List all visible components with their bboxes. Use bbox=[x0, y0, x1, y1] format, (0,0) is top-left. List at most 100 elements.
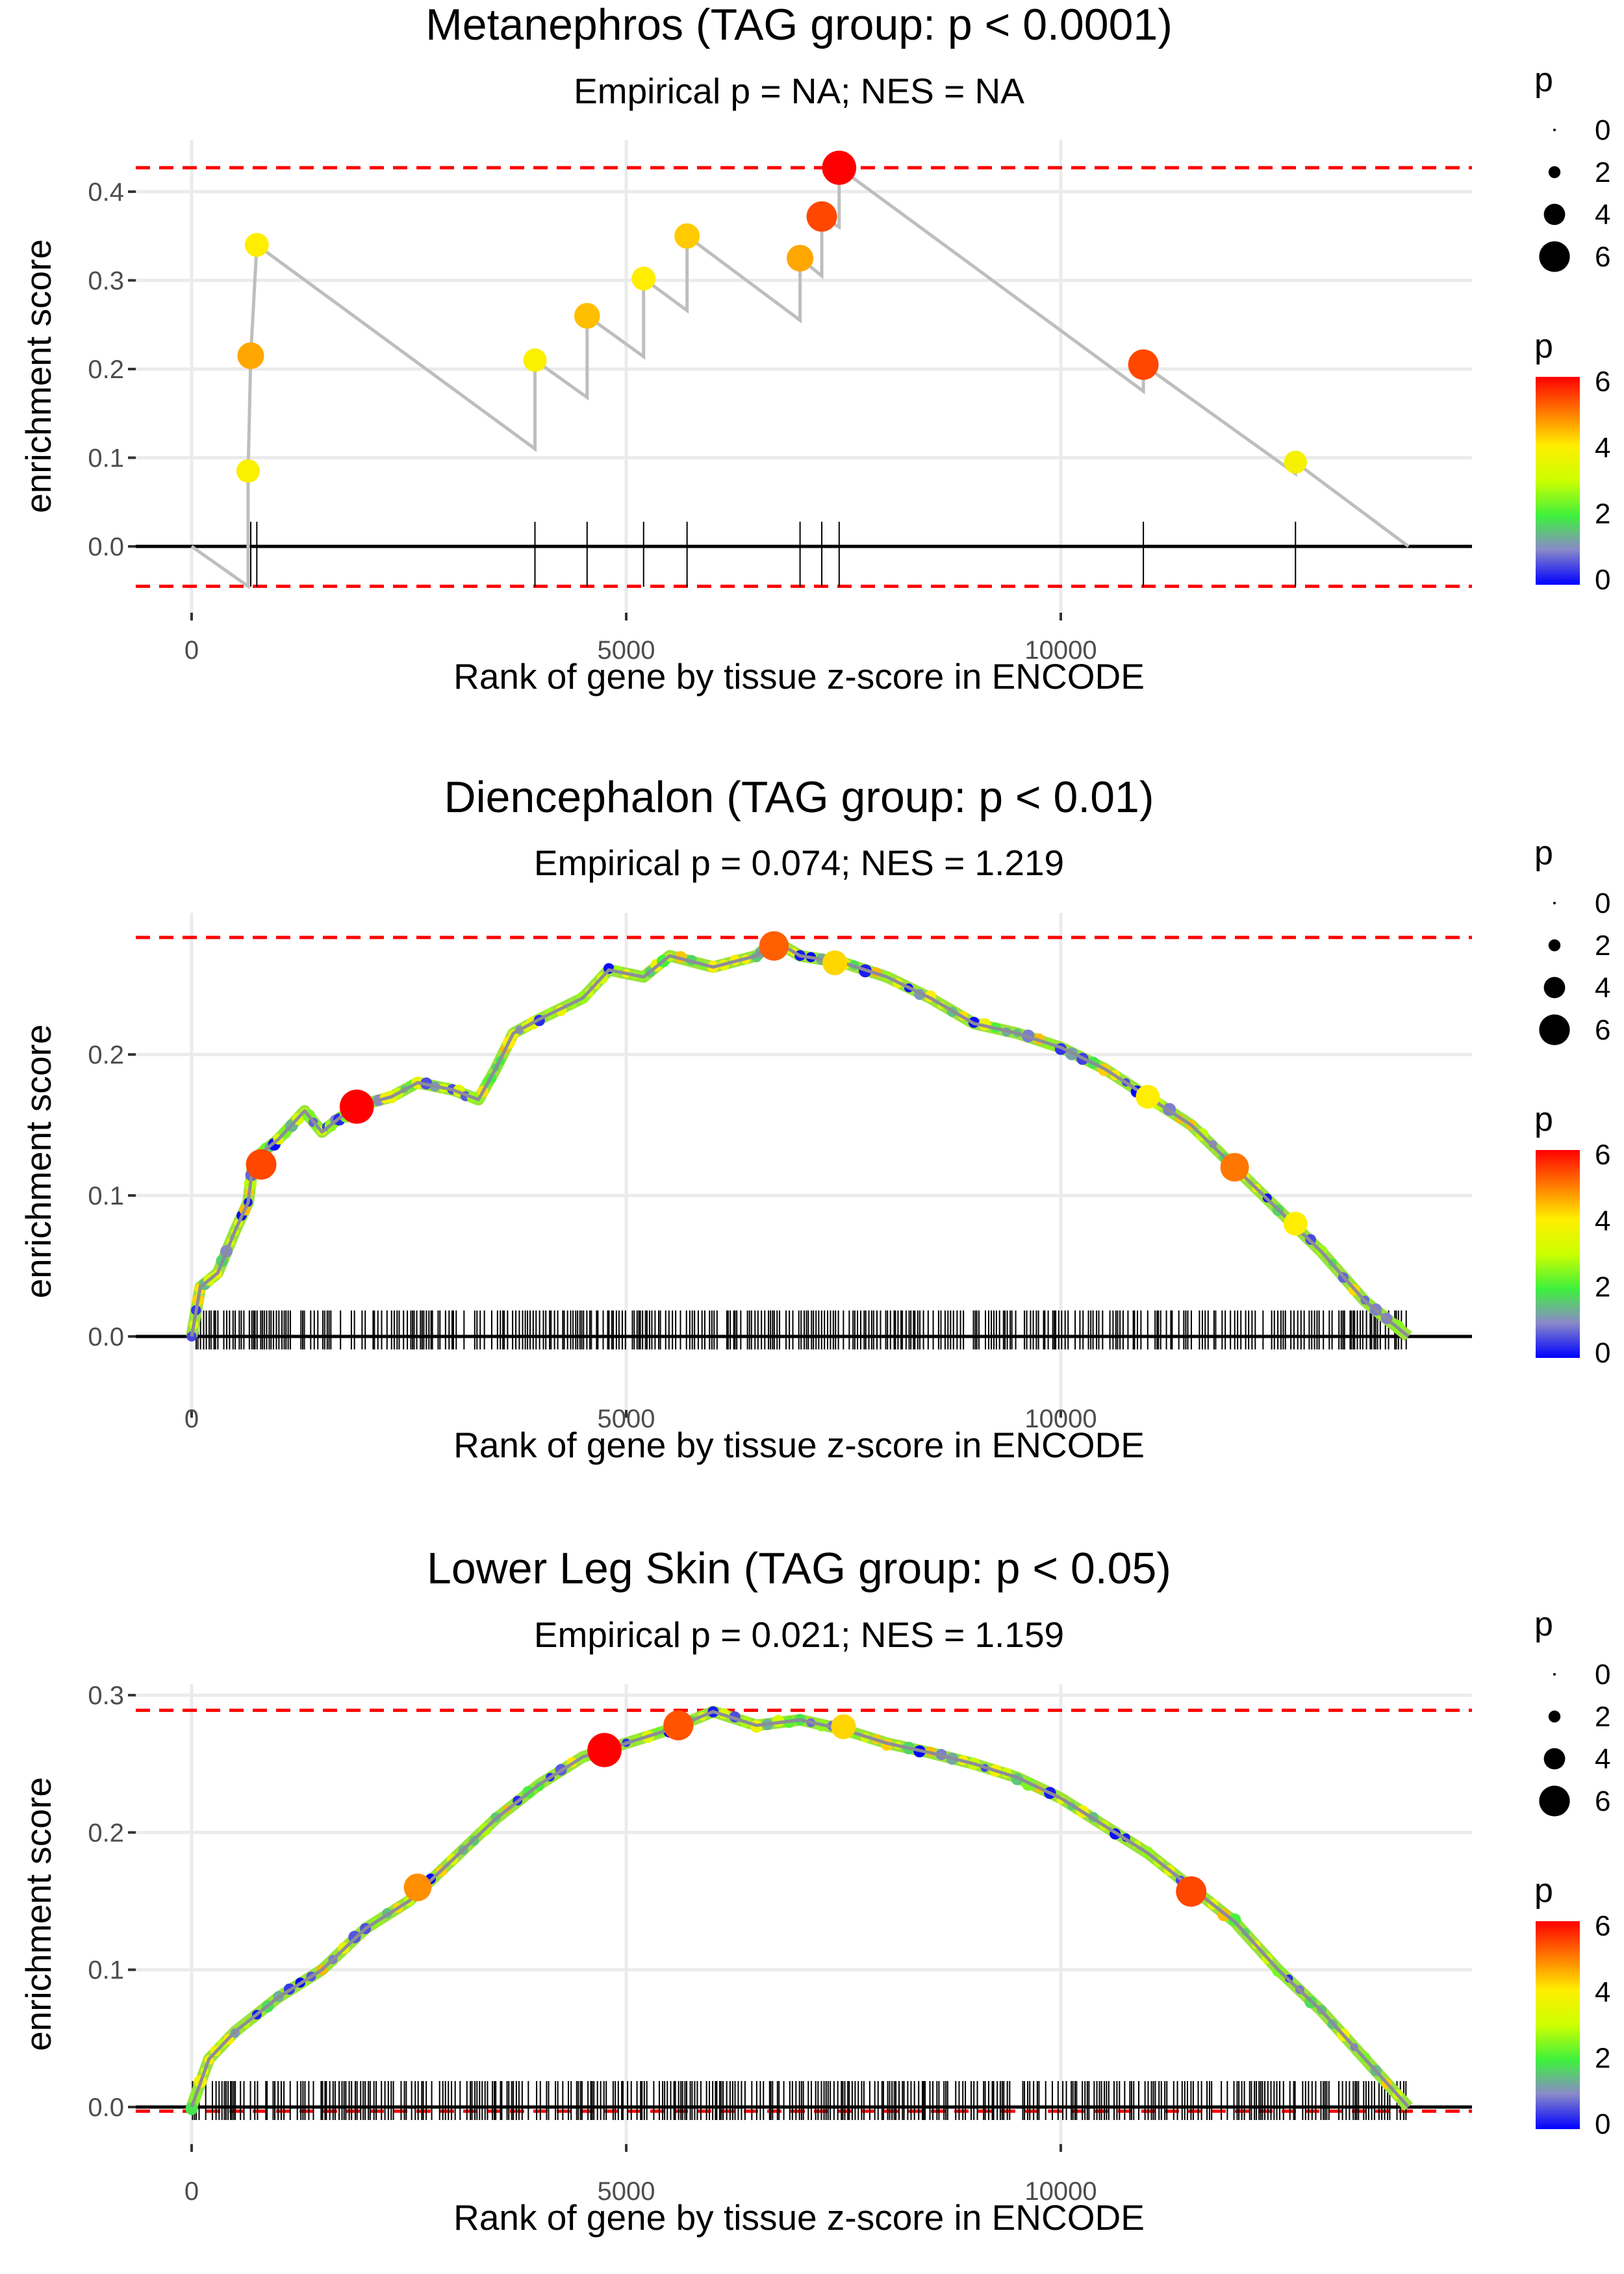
size-legend-title: p bbox=[1534, 61, 1553, 99]
size-legend-label: 4 bbox=[1595, 199, 1610, 231]
size-legend-dot bbox=[1553, 902, 1556, 904]
y-tick-label: 0.2 bbox=[88, 1041, 124, 1069]
y-tick-label: 0.4 bbox=[88, 178, 124, 207]
hit-point bbox=[806, 201, 837, 232]
colorbar bbox=[1536, 377, 1580, 585]
colorbar-label: 4 bbox=[1595, 1976, 1610, 2008]
x-tick-label: 10000 bbox=[1024, 636, 1097, 665]
colorbar bbox=[1536, 1150, 1580, 1358]
color-legend-title: p bbox=[1534, 327, 1553, 365]
x-tick-label: 5000 bbox=[598, 2177, 655, 2206]
size-legend-dot bbox=[1539, 241, 1570, 272]
size-legend-dot bbox=[1548, 939, 1561, 952]
hit-point bbox=[403, 1873, 432, 1902]
hit-point bbox=[1284, 450, 1307, 474]
hit-point bbox=[587, 1733, 622, 1767]
y-tick-label: 0.2 bbox=[88, 1819, 124, 1847]
curve-points-band bbox=[186, 934, 1412, 1341]
es-curve bbox=[190, 938, 1410, 1338]
size-legend-title: p bbox=[1534, 834, 1553, 872]
size-legend-label: 6 bbox=[1595, 1014, 1610, 1046]
hit-point bbox=[244, 233, 269, 257]
colorbar-label: 2 bbox=[1595, 2042, 1610, 2074]
hit-point bbox=[787, 244, 814, 272]
x-tick-label: 5000 bbox=[598, 1405, 655, 1433]
y-tick-label: 0.0 bbox=[88, 2093, 124, 2122]
hit-point bbox=[831, 1714, 856, 1739]
size-legend-label: 4 bbox=[1595, 972, 1610, 1004]
hit-point bbox=[1136, 1084, 1160, 1109]
colorbar-label: 0 bbox=[1595, 564, 1610, 596]
panel-1: Metanephros (TAG group: p < 0.0001) Empir… bbox=[18, 0, 1610, 696]
hit-point bbox=[663, 1710, 694, 1741]
x-tick-label: 5000 bbox=[598, 636, 655, 665]
size-legend-label: 2 bbox=[1595, 930, 1610, 962]
size-legend-label: 2 bbox=[1595, 157, 1610, 188]
size-legend-dot bbox=[1543, 1748, 1566, 1770]
size-legend-dot bbox=[1539, 1785, 1570, 1817]
chart-subtitle: Empirical p = NA; NES = NA bbox=[574, 71, 1024, 111]
curve-point bbox=[186, 1331, 197, 1342]
color-legend-title: p bbox=[1534, 1101, 1553, 1138]
chart-title: Diencephalon (TAG group: p < 0.01) bbox=[444, 773, 1154, 822]
x-tick-label: 0 bbox=[184, 1405, 199, 1433]
hit-point bbox=[1128, 349, 1159, 380]
colorbar-label: 0 bbox=[1595, 2108, 1610, 2140]
hit-point bbox=[1176, 1876, 1207, 1907]
colorbar-label: 6 bbox=[1595, 1139, 1610, 1171]
chart-subtitle: Empirical p = 0.021; NES = 1.159 bbox=[534, 1615, 1064, 1655]
y-tick-label: 0.1 bbox=[88, 1956, 124, 1985]
size-legend-label: 0 bbox=[1595, 888, 1610, 919]
colorbar-label: 2 bbox=[1595, 498, 1610, 530]
size-legend-dot bbox=[1543, 203, 1566, 225]
x-axis-label: Rank of gene by tissue z-score in ENCODE bbox=[453, 2197, 1145, 2238]
colorbar-label: 4 bbox=[1595, 432, 1610, 464]
y-axis-label: enrichment score bbox=[18, 1777, 58, 2051]
x-tick-label: 0 bbox=[184, 636, 199, 665]
x-axis-label: Rank of gene by tissue z-score in ENCODE bbox=[453, 656, 1145, 696]
hit-point bbox=[237, 342, 264, 370]
size-legend-label: 0 bbox=[1595, 1659, 1610, 1691]
panel-3: Lower Leg Skin (TAG group: p < 0.05) Empi… bbox=[18, 1544, 1610, 2238]
hit-point bbox=[1220, 1153, 1249, 1182]
panel-2: Diencephalon (TAG group: p < 0.01) Empiri… bbox=[18, 773, 1610, 1465]
y-tick-label: 0.3 bbox=[88, 1681, 124, 1710]
chart-subtitle: Empirical p = 0.074; NES = 1.219 bbox=[534, 843, 1064, 883]
colorbar-label: 2 bbox=[1595, 1271, 1610, 1303]
y-tick-label: 0.1 bbox=[88, 444, 124, 473]
y-tick-label: 0.1 bbox=[88, 1182, 124, 1210]
size-legend-title: p bbox=[1534, 1605, 1553, 1643]
size-legend-dot bbox=[1553, 129, 1556, 131]
x-tick-label: 10000 bbox=[1024, 2177, 1097, 2206]
es-curve bbox=[190, 164, 1410, 590]
hit-point bbox=[1283, 1212, 1308, 1236]
y-tick-label: 0.2 bbox=[88, 355, 124, 384]
hit-point bbox=[523, 348, 547, 372]
x-axis-label: Rank of gene by tissue z-score in ENCODE bbox=[453, 1425, 1145, 1465]
chart-title: Metanephros (TAG group: p < 0.0001) bbox=[425, 0, 1173, 49]
hit-point bbox=[674, 223, 700, 249]
colorbar-label: 0 bbox=[1595, 1337, 1610, 1369]
curve-point bbox=[185, 2102, 198, 2115]
color-legend-title: p bbox=[1534, 1872, 1553, 1910]
colorbar bbox=[1536, 1921, 1580, 2129]
hit-point bbox=[822, 150, 857, 185]
size-legend-label: 6 bbox=[1595, 1785, 1610, 1817]
size-legend-label: 6 bbox=[1595, 241, 1610, 273]
size-legend-label: 0 bbox=[1595, 114, 1610, 146]
y-tick-label: 0.0 bbox=[88, 1323, 124, 1351]
size-legend-label: 2 bbox=[1595, 1701, 1610, 1733]
hit-point bbox=[246, 1149, 277, 1180]
size-legend-dot bbox=[1548, 1710, 1561, 1723]
hit-point bbox=[574, 303, 600, 329]
size-legend-dot bbox=[1543, 977, 1566, 999]
colorbar-label: 6 bbox=[1595, 1910, 1610, 1942]
hit-point bbox=[631, 266, 656, 291]
hit-point bbox=[822, 950, 848, 976]
y-tick-label: 0.0 bbox=[88, 533, 124, 561]
x-tick-label: 10000 bbox=[1024, 1405, 1097, 1433]
size-legend-dot bbox=[1548, 166, 1561, 179]
size-legend-label: 4 bbox=[1595, 1743, 1610, 1775]
colorbar-label: 6 bbox=[1595, 366, 1610, 398]
